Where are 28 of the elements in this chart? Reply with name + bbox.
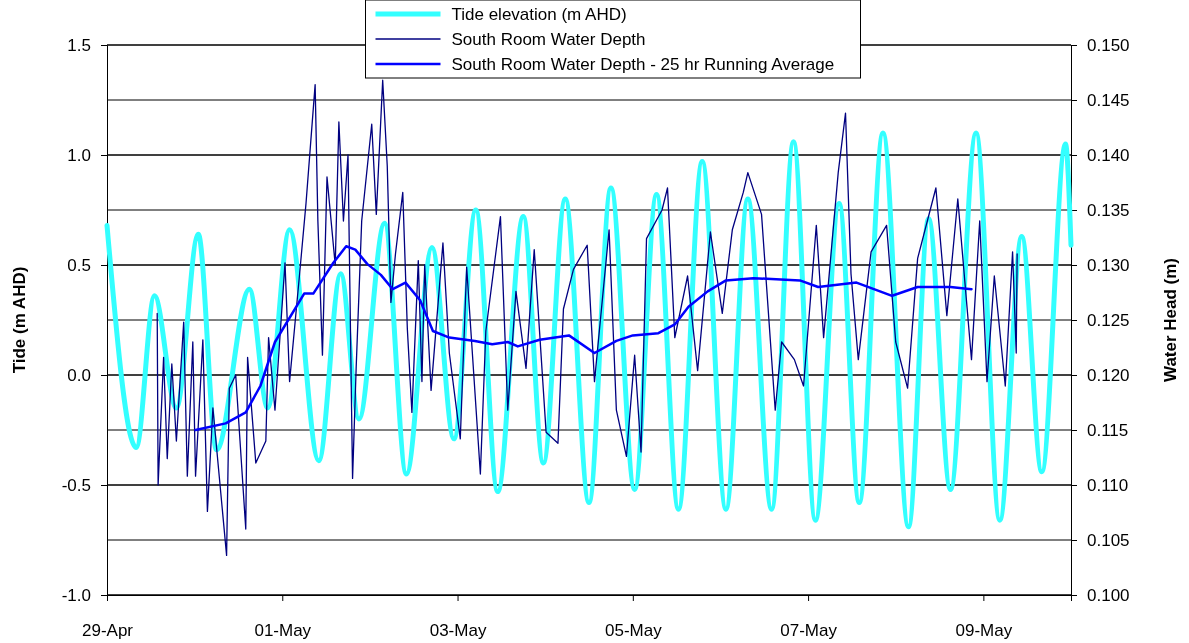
y2-tick-label: 0.145: [1087, 90, 1130, 110]
y2-tick-label: 0.130: [1087, 255, 1130, 275]
y-tick-label: -0.5: [61, 475, 91, 495]
y-tick-label: 1.5: [67, 35, 91, 55]
x-tick-label: 05-May: [604, 621, 663, 641]
y2-tick-label: 0.125: [1087, 310, 1130, 330]
y2-axis-title: Water Head (m): [1161, 257, 1180, 383]
y-axis-title: Tide (m AHD): [10, 266, 29, 374]
x-tick-label: 09-May: [955, 621, 1013, 641]
y2-tick-label: 0.135: [1087, 200, 1130, 220]
y2-tick-label: 0.140: [1087, 145, 1130, 165]
y-tick-label: 0.0: [67, 365, 91, 385]
legend-label: South Room Water Depth - 25 hr Running Average: [451, 55, 835, 74]
x-tick-label: 07-May: [780, 621, 838, 641]
x-tick-label: 29-Apr: [81, 621, 134, 641]
legend-label: Tide elevation (m AHD): [451, 5, 627, 24]
y-tick-label: -1.0: [61, 585, 91, 605]
y2-tick-label: 0.150: [1087, 35, 1130, 55]
x-tick-label: 01-May: [254, 621, 312, 641]
y2-tick-label: 0.120: [1087, 365, 1130, 385]
y2-tick-label: 0.100: [1087, 585, 1130, 605]
y2-tick-label: 0.105: [1087, 530, 1130, 550]
x-tick-label: 03-May: [429, 621, 487, 641]
y2-tick-label: 0.110: [1087, 475, 1129, 495]
legend-label: South Room Water Depth: [451, 30, 646, 49]
y-tick-label: 1.0: [67, 145, 91, 165]
y-tick-label: 0.5: [67, 255, 91, 275]
y2-tick-label: 0.115: [1087, 420, 1129, 440]
